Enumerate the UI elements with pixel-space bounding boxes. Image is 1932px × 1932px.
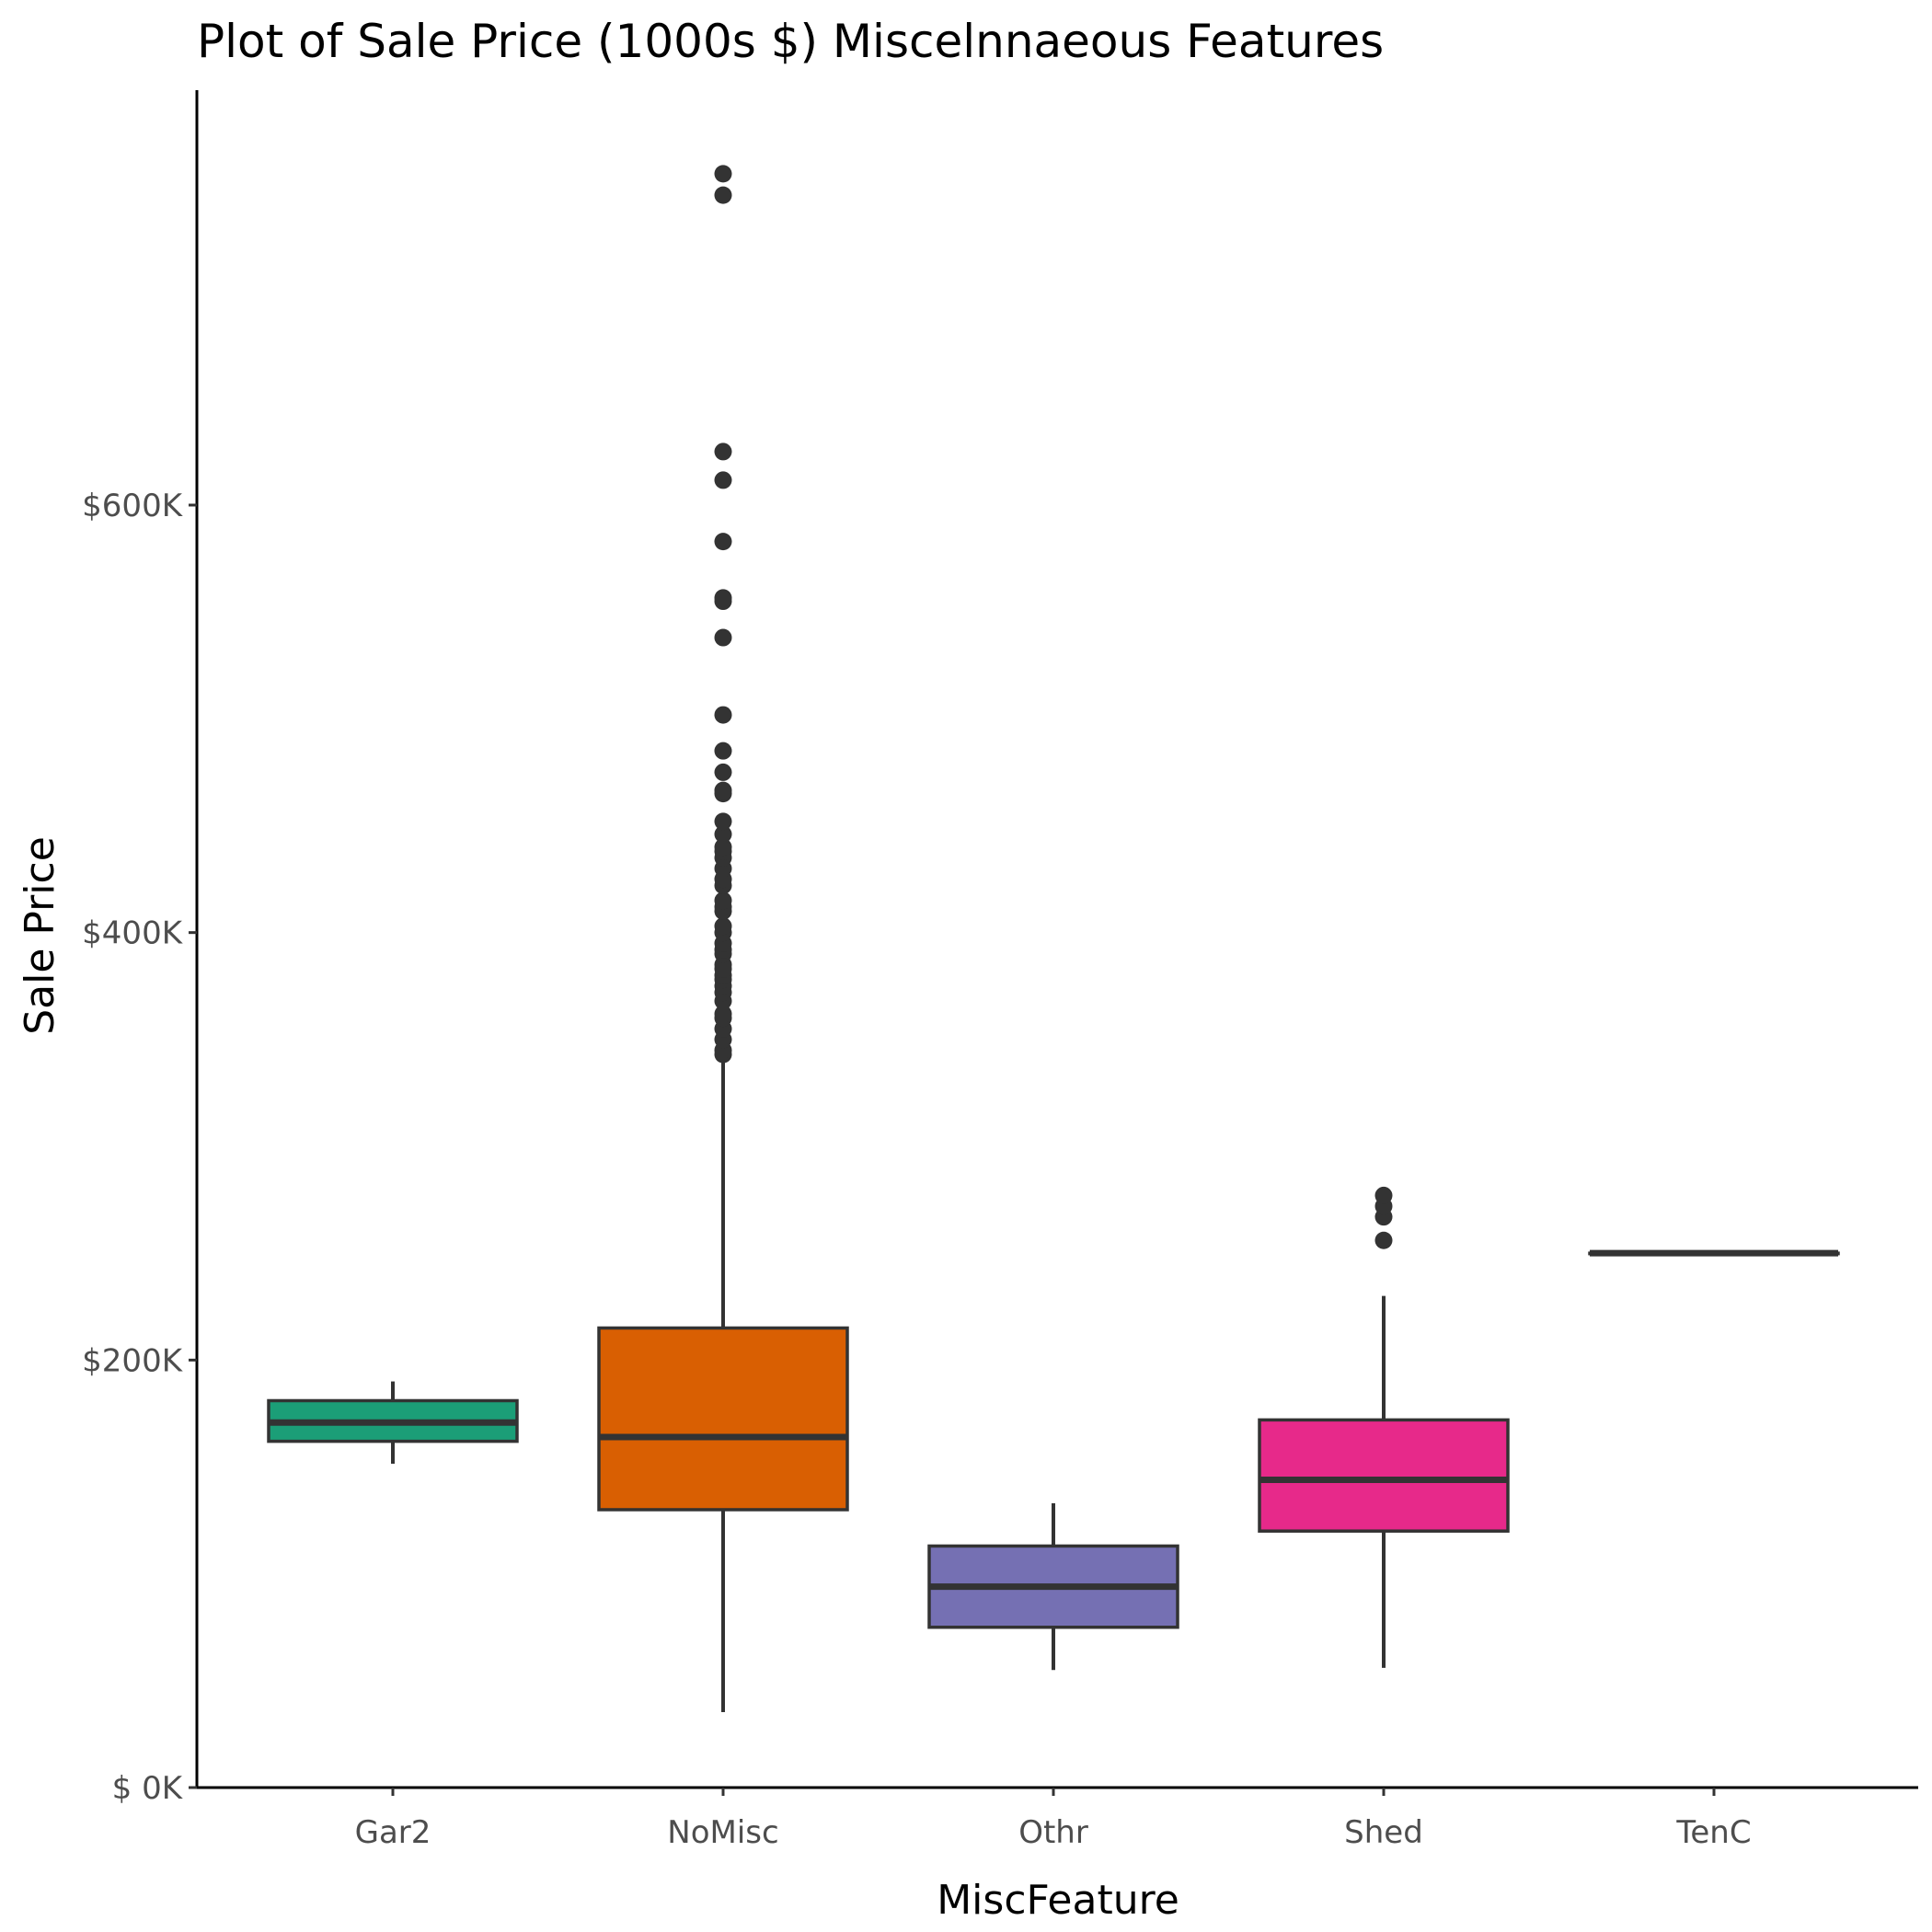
x-axis-ticks: Gar2 NoMisc Othr Shed TenC	[355, 1788, 1752, 1851]
x-axis-title: MiscFeature	[937, 1877, 1179, 1924]
outlier-point	[714, 742, 732, 760]
outlier-point	[714, 165, 732, 183]
box-group-othr	[927, 1502, 1179, 1671]
outlier-point	[714, 763, 732, 781]
y-axis-title: Sale Price	[17, 836, 63, 1035]
y-tick-label: $600K	[82, 488, 184, 524]
x-tick-label: NoMisc	[667, 1814, 778, 1851]
x-tick-label: TenC	[1675, 1814, 1751, 1851]
outlier-point	[714, 628, 732, 647]
outlier-point	[714, 917, 732, 936]
outlier-point	[714, 471, 732, 489]
outlier-point	[714, 891, 732, 910]
outlier-point	[1374, 1186, 1393, 1204]
box-group-tenc	[1588, 1249, 1840, 1257]
y-axis-ticks: $ 0K $200K $400K $600K	[82, 488, 197, 1807]
outlier-point	[1374, 1231, 1393, 1249]
x-tick-label: Gar2	[355, 1814, 431, 1851]
box-group-gar2	[267, 1381, 519, 1465]
outlier-point	[714, 533, 732, 551]
outlier-point	[714, 1005, 732, 1023]
outlier-point	[714, 589, 732, 607]
outlier-point	[714, 443, 732, 461]
outlier-point	[714, 825, 732, 844]
y-tick-label: $400K	[82, 915, 184, 952]
y-tick-label: $200K	[82, 1342, 184, 1379]
outlier-point	[714, 186, 732, 204]
plot-area	[267, 165, 1840, 1712]
outlier-point	[714, 838, 732, 857]
outlier-point	[714, 781, 732, 799]
chart-title: Plot of Sale Price (1000s $) Miscelnnaeo…	[197, 15, 1384, 68]
iqr-box	[1258, 1418, 1510, 1533]
x-tick-label: Shed	[1344, 1814, 1423, 1851]
outlier-point	[714, 706, 732, 724]
iqr-box	[597, 1326, 849, 1512]
y-tick-label: $ 0K	[112, 1770, 184, 1807]
outlier-point	[714, 812, 732, 831]
x-tick-label: Othr	[1018, 1814, 1088, 1851]
box-group-nomisc	[597, 165, 849, 1712]
box-group-shed	[1258, 1186, 1510, 1668]
